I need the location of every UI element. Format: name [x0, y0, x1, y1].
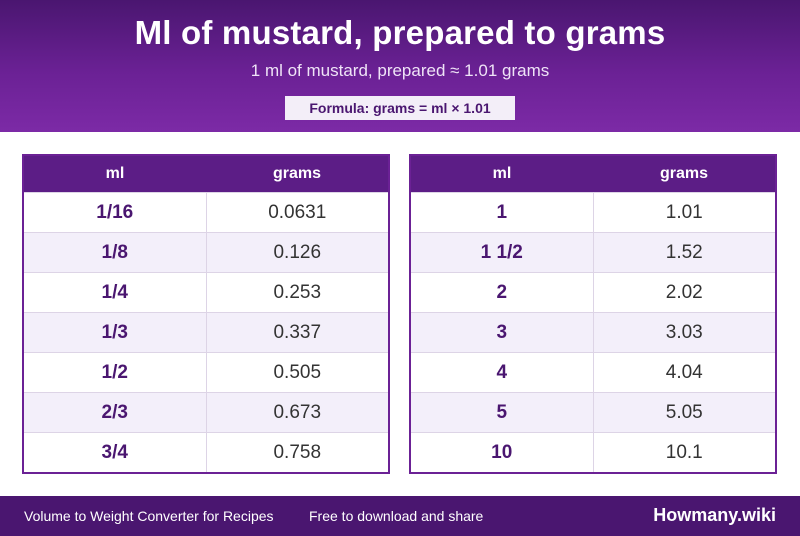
table-row: 1 1/2 1.52	[410, 232, 776, 273]
conversion-table-left: ml grams 1/16 0.0631 1/8 0.126 1/4 0.253 1/…	[22, 154, 390, 474]
grams-cell: 4.04	[593, 352, 776, 393]
table-row: 2 2.02	[410, 272, 776, 313]
grams-cell: 2.02	[593, 272, 776, 313]
ml-cell: 1 1/2	[410, 232, 594, 273]
conversion-table-right: ml grams 1 1.01 1 1/2 1.52 2 2.02 3 3.03 4 4.…	[409, 154, 777, 474]
ml-cell: 3/4	[23, 432, 207, 473]
grams-cell: 0.126	[206, 232, 389, 273]
grams-cell: 0.0631	[206, 192, 389, 233]
column-header-ml: ml	[23, 155, 206, 193]
ml-cell: 1	[410, 192, 594, 233]
footer-bar: Volume to Weight Converter for Recipes F…	[0, 496, 800, 536]
ml-cell: 5	[410, 392, 594, 433]
column-header-grams: grams	[593, 155, 776, 193]
ml-cell: 2/3	[23, 392, 207, 433]
brand-logo-text[interactable]: Howmany.wiki	[653, 505, 776, 525]
grams-cell: 3.03	[593, 312, 776, 353]
ml-cell: 4	[410, 352, 594, 393]
table-row: 1/8 0.126	[23, 232, 389, 273]
table-row: 1/3 0.337	[23, 312, 389, 353]
grams-cell: 1.01	[593, 192, 776, 233]
grams-cell: 0.758	[206, 432, 389, 473]
grams-cell: 1.52	[593, 232, 776, 273]
header-banner: Ml of mustard, prepared to grams 1 ml of…	[0, 0, 800, 132]
table-row: 1 1.01	[410, 192, 776, 233]
table-row: 1/2 0.505	[23, 352, 389, 393]
grams-cell: 0.673	[206, 392, 389, 433]
page-subtitle: 1 ml of mustard, prepared ≈ 1.01 grams	[250, 61, 550, 80]
table-header-row: ml grams	[410, 155, 776, 193]
table-row: 10 10.1	[410, 432, 776, 473]
grams-cell: 10.1	[593, 432, 776, 473]
formula-badge: Formula: grams = ml × 1.01	[285, 96, 515, 120]
ml-cell: 10	[410, 432, 594, 473]
footer-share-text: Free to download and share	[309, 508, 484, 524]
ml-cell: 1/8	[23, 232, 207, 273]
table-row: 1/4 0.253	[23, 272, 389, 313]
grams-cell: 0.253	[206, 272, 389, 313]
ml-cell: 3	[410, 312, 594, 353]
ml-cell: 1/2	[23, 352, 207, 393]
column-header-ml: ml	[410, 155, 593, 193]
ml-cell: 2	[410, 272, 594, 313]
footer-converter-text: Volume to Weight Converter for Recipes	[24, 508, 274, 524]
grams-cell: 5.05	[593, 392, 776, 433]
ml-cell: 1/4	[23, 272, 207, 313]
table-row: 1/16 0.0631	[23, 192, 389, 233]
table-header-row: ml grams	[23, 155, 389, 193]
column-header-grams: grams	[206, 155, 389, 193]
table-row: 2/3 0.673	[23, 392, 389, 433]
ml-cell: 1/3	[23, 312, 207, 353]
table-row: 3 3.03	[410, 312, 776, 353]
grams-cell: 0.505	[206, 352, 389, 393]
table-row: 5 5.05	[410, 392, 776, 433]
ml-cell: 1/16	[23, 192, 207, 233]
grams-cell: 0.337	[206, 312, 389, 353]
page-title: Ml of mustard, prepared to grams	[134, 14, 666, 51]
table-row: 4 4.04	[410, 352, 776, 393]
table-row: 3/4 0.758	[23, 432, 389, 473]
